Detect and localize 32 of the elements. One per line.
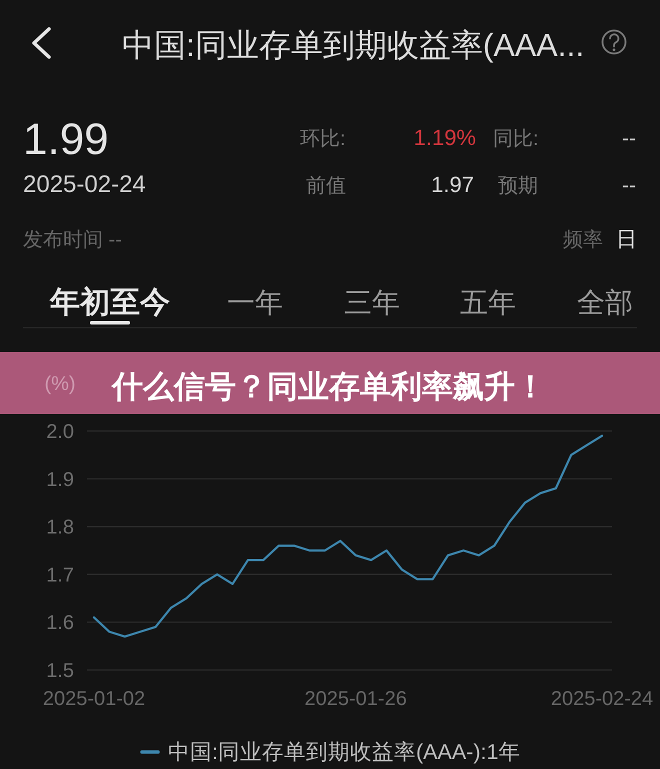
text: 1.97 [431,172,474,197]
text: 频率 [563,229,603,251]
text: 三年 [344,287,400,318]
text: 一年 [227,287,283,318]
y-tick-label: 1.5 [46,660,74,682]
text: 什么信号？同业存单利率飙升！ [110,369,546,404]
y-tick-label: 1.7 [46,564,74,586]
text: 1.19% [414,125,476,150]
text: 发布时间 -- [23,229,122,251]
text: 同比: [493,128,539,150]
text: 2025-02-24 [23,171,146,198]
text: 前值 [306,175,346,197]
text: 预期 [498,175,538,197]
text: 环比: [300,128,346,150]
text: -- [622,174,636,197]
text: 全部 [577,287,633,318]
legend-label: 中国:同业存单到期收益率(AAA-):1年 [168,740,520,764]
x-tick-label: 2025-01-02 [42,688,146,710]
text: -- [622,127,636,150]
text: 五年 [460,287,516,318]
chart-title: 中国:同业存单到期收益率(AAA... [122,27,584,63]
x-tick-label: 2025-02-24 [550,688,654,710]
line-series [92,434,604,638]
y-tick-label: 1.6 [46,612,74,634]
y-axis-title: (%) [44,373,76,395]
text: 年初至今 [49,285,170,319]
y-tick-label: 1.9 [46,468,74,491]
y-tick-label: 2.0 [46,421,74,443]
text: 1.99 [23,115,109,164]
y-tick-label: 1.8 [46,516,74,539]
text: 日 [616,228,637,251]
x-tick-label: 2025-01-26 [304,688,407,710]
